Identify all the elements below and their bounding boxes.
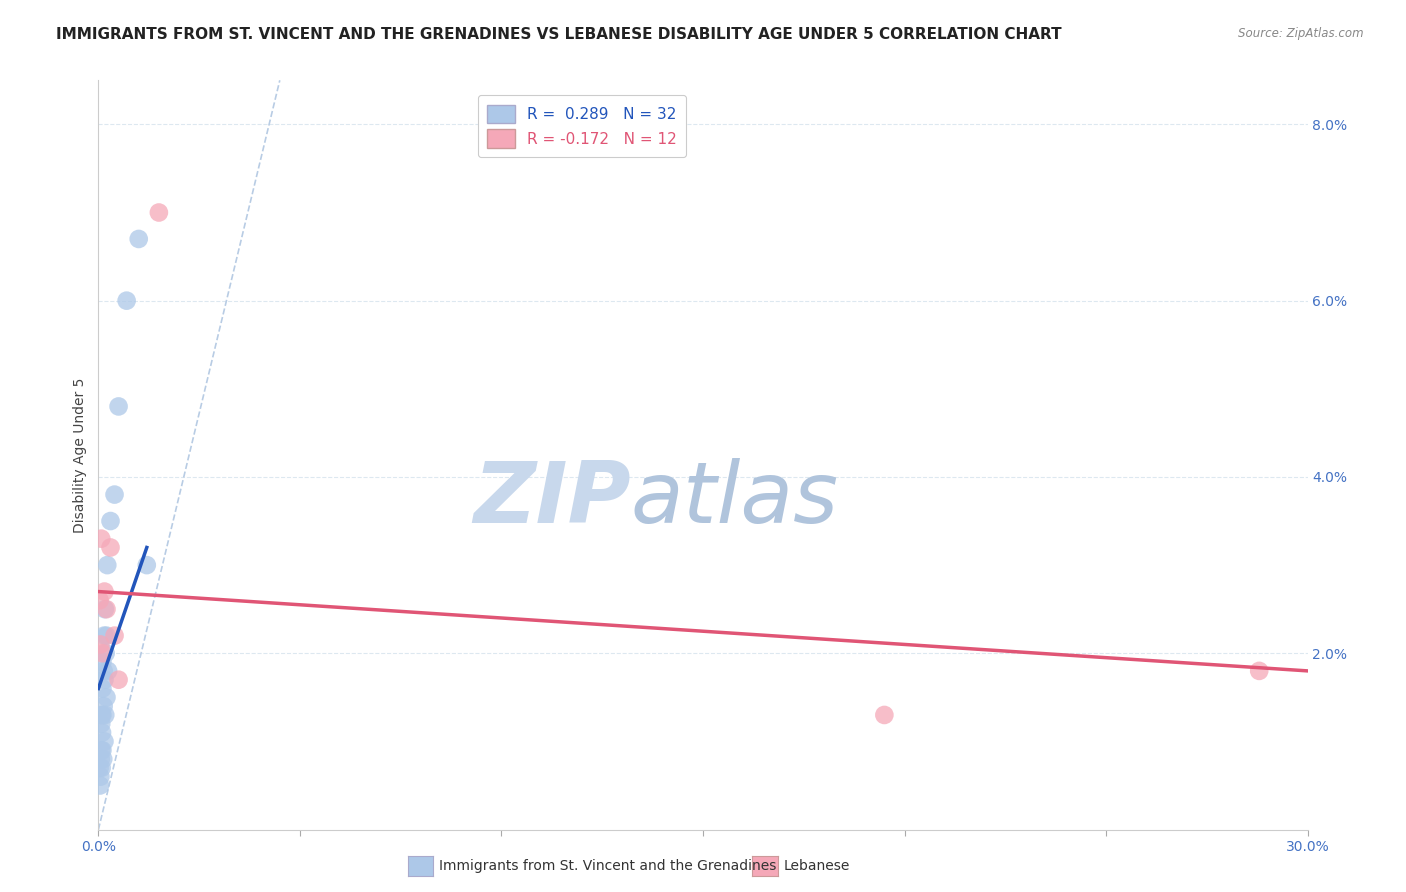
Point [91,725,114,739]
Point [89,770,111,784]
Point [103,629,125,643]
Point [91,646,114,660]
Point [90,752,112,766]
Point [94,646,117,660]
Point [93,699,115,714]
Text: Immigrants from St. Vincent and the Grenadines: Immigrants from St. Vincent and the Gren… [439,859,776,873]
Point [89,779,111,793]
Point [93,734,115,748]
Point [93,664,115,678]
Point [107,673,129,687]
Point [100,541,122,555]
Point [90,743,112,757]
Point [96,602,118,616]
Point [93,629,115,643]
Text: IMMIGRANTS FROM ST. VINCENT AND THE GRENADINES VS LEBANESE DISABILITY AGE UNDER : IMMIGRANTS FROM ST. VINCENT AND THE GREN… [56,27,1062,42]
Point [91,752,114,766]
Text: ZIP: ZIP [472,458,630,541]
Text: atlas: atlas [630,458,838,541]
Point [89,761,111,775]
Point [135,558,157,573]
Point [115,293,138,308]
Point [873,708,896,723]
Point [91,655,114,669]
Point [94,602,117,616]
Point [96,629,118,643]
Point [107,400,129,414]
Point [94,708,117,723]
Point [90,761,112,775]
Point [89,637,111,651]
Point [90,716,112,731]
Point [103,487,125,501]
Point [1249,664,1271,678]
Point [148,205,170,219]
Point [100,514,122,528]
Y-axis label: Disability Age Under 5: Disability Age Under 5 [73,377,87,533]
Point [96,558,118,573]
Point [91,708,114,723]
Point [96,690,118,705]
Legend: R =  0.289   N = 32, R = -0.172   N = 12: R = 0.289 N = 32, R = -0.172 N = 12 [478,95,686,157]
Text: Source: ZipAtlas.com: Source: ZipAtlas.com [1239,27,1364,40]
Point [91,743,114,757]
Text: Lebanese: Lebanese [783,859,849,873]
Point [93,673,115,687]
Point [97,664,120,678]
Point [90,708,112,723]
Point [90,532,112,546]
Point [93,584,115,599]
Point [89,593,111,607]
Point [91,681,114,696]
Point [128,232,150,246]
